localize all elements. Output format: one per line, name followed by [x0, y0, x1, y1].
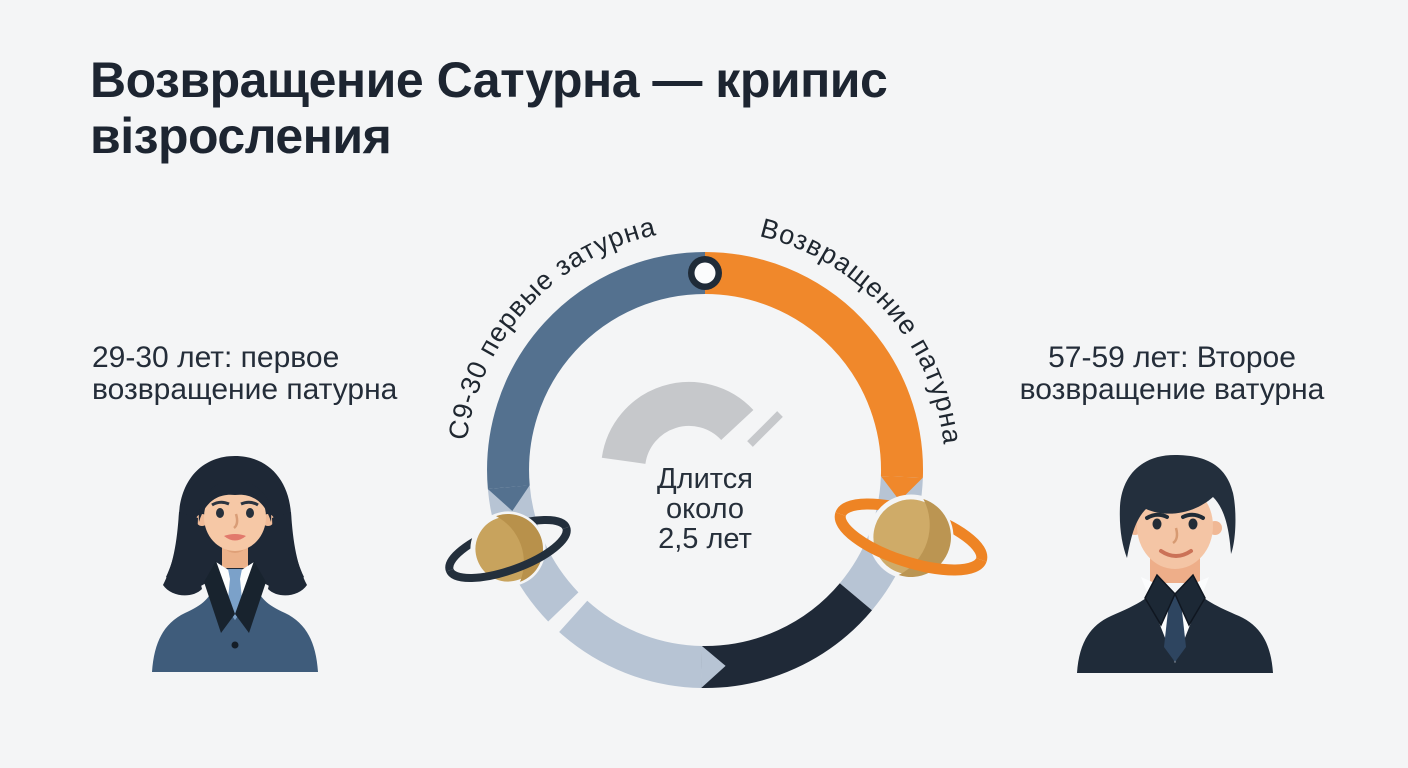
man-nose	[1172, 527, 1179, 545]
duration-note-line2: около	[665, 493, 744, 526]
man-illustration	[1077, 455, 1273, 673]
chevron-orange	[880, 476, 923, 501]
man-eye-left	[1152, 518, 1162, 530]
first-return-callout: 29-30 лет: первое возвращение патурна	[92, 341, 422, 407]
woman-brow-left	[211, 500, 230, 507]
woman-tie-knot	[228, 569, 242, 579]
woman-brow-right	[240, 500, 259, 507]
woman-face	[204, 483, 266, 551]
woman-nose	[233, 513, 239, 529]
woman-hair-lock-right	[268, 512, 307, 596]
page-title: Возвращение Сатурна — крипис візросления	[90, 52, 990, 164]
man-eye-right	[1188, 518, 1198, 530]
woman-suit-button	[231, 641, 239, 649]
duration-note-line1: Длится	[657, 463, 753, 495]
first-return-callout-line1: 29-30 лет: первое	[92, 341, 340, 374]
woman-eye-right	[246, 508, 254, 518]
man-tie	[1164, 611, 1186, 662]
page-title-line2: візросления	[90, 108, 392, 164]
duration-gauge-slash	[747, 411, 783, 447]
duration-gauge-arc	[601, 381, 754, 465]
cycle-start-marker	[688, 256, 722, 290]
woman-lips	[224, 534, 246, 541]
man-hair	[1119, 455, 1236, 558]
chevron-gray	[701, 646, 726, 688]
chevron-slate	[487, 485, 530, 511]
first-return-callout-line2: возвращение патурна	[92, 373, 398, 407]
saturn-planet-right-icon	[834, 494, 988, 580]
woman-lapel-right	[235, 561, 266, 633]
woman-hair-lock-left	[163, 512, 202, 596]
segment-first-return	[487, 252, 706, 490]
second-return-callout-line2: возвращение ватурна	[1019, 373, 1325, 407]
man-mouth	[1159, 549, 1193, 558]
duration-note-line3: 2,5 лет	[658, 523, 752, 556]
man-brow-right	[1181, 512, 1205, 520]
man-brow-left	[1145, 512, 1169, 520]
woman-hair-front	[198, 481, 272, 522]
woman-illustration	[152, 456, 318, 672]
segment-interval	[559, 600, 703, 688]
second-return-callout: 57-59 лет: Второе возвращение ватурна	[1010, 341, 1334, 407]
second-return-callout-line1: 57-59 лет: Второе	[1048, 341, 1296, 374]
woman-lapel-left	[204, 561, 235, 633]
saturn-planet-left-icon	[445, 511, 571, 587]
man-lapel-right	[1174, 573, 1206, 627]
man-lapel-left	[1144, 573, 1176, 627]
woman-eye-left	[216, 508, 224, 518]
page-title-line1: Возвращение Сатурна — крипис	[90, 52, 888, 108]
duration-note: Длится около 2,5 лет	[625, 463, 785, 556]
segment-dark-phase	[701, 582, 872, 689]
segment-saturn-return	[704, 252, 923, 478]
